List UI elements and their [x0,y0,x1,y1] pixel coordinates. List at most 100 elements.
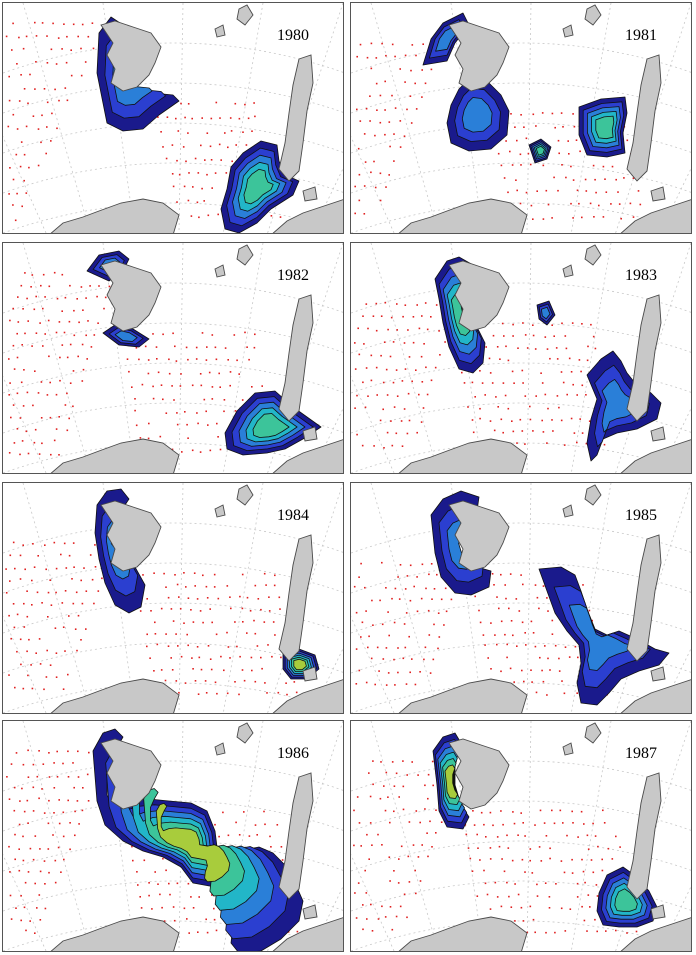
station-dot [9,554,12,557]
station-dot [360,636,362,638]
map-panel-1983: 1983 [350,242,692,474]
station-dot [56,127,58,130]
station-dot [581,216,583,219]
station-dot [483,869,485,872]
station-dot [81,602,84,605]
station-dot [77,776,80,778]
station-dot [436,573,438,576]
station-dot [438,636,441,638]
station-dot [365,367,368,369]
station-dot [571,858,573,861]
station-dot [72,602,75,605]
station-dot [370,657,373,660]
station-dot [171,173,174,175]
map-svg [3,243,343,473]
station-dot [16,192,18,195]
station-dot [394,107,397,109]
station-dot [489,858,492,860]
station-dot [476,833,478,836]
station-dot [502,823,504,826]
station-dot [637,190,640,192]
station-dot [532,632,535,634]
station-dot [587,894,590,896]
station-dot [89,554,92,556]
station-dot [142,574,144,576]
station-dot [461,371,463,374]
station-dot [409,599,412,602]
station-dot [266,692,268,694]
station-dot [141,383,144,386]
station-dot [56,750,58,753]
station-dot [67,673,69,676]
map-svg [351,243,691,473]
station-dot [73,309,75,312]
station-dot [81,23,84,26]
station-dot [197,172,200,174]
station-dot [140,907,143,909]
station-dot [59,379,61,382]
station-dot [147,372,150,375]
station-dot [192,668,194,670]
station-dot [49,381,51,384]
station-dot [166,116,169,118]
station-dot [570,417,573,420]
station-dot [281,859,284,861]
station-dot [146,633,148,636]
station-dot [416,431,418,434]
station-dot [54,881,57,884]
station-dot [201,187,203,190]
station-dot [69,382,72,384]
station-dot [222,811,224,814]
station-dot [526,347,529,349]
density-contour [114,330,138,342]
station-dot [30,664,32,666]
land-masses [398,4,691,233]
station-dot [416,576,418,578]
station-dot [560,419,563,422]
station-dot [174,574,176,576]
station-dot [285,682,287,684]
station-dot [519,153,522,156]
station-dot [43,88,46,90]
station-dot [191,384,194,387]
station-dot [551,217,553,219]
station-dot [135,347,138,349]
station-dot [93,602,95,605]
station-dot [93,334,96,336]
station-dot [10,918,13,920]
station-dot [168,358,170,361]
station-dot [72,762,74,764]
station-dot [354,212,356,215]
station-dot [513,382,515,384]
station-dot [201,332,204,334]
station-dot [551,619,554,622]
station-dot [391,928,394,931]
station-dot [201,117,203,119]
station-dot [254,824,257,826]
land-mass [650,186,666,202]
station-dot [359,120,362,122]
station-dot [379,419,382,422]
density-contour [252,413,290,438]
station-dot [535,691,538,694]
station-dot [426,832,428,834]
station-dot [41,114,43,117]
station-dot [267,644,269,646]
station-dot [402,657,405,660]
station-dot [218,835,220,838]
station-dot [393,658,395,661]
station-dot [532,918,535,921]
station-dot [171,385,173,387]
station-dot [443,624,445,626]
station-dot [214,681,217,684]
station-dot [85,334,87,337]
station-dot [156,643,159,646]
station-dot [82,368,85,371]
station-dot [522,382,524,384]
station-dot [364,161,367,163]
station-dot [510,620,513,622]
station-dot [572,383,574,386]
station-dot [560,371,563,373]
station-dot [176,412,178,414]
